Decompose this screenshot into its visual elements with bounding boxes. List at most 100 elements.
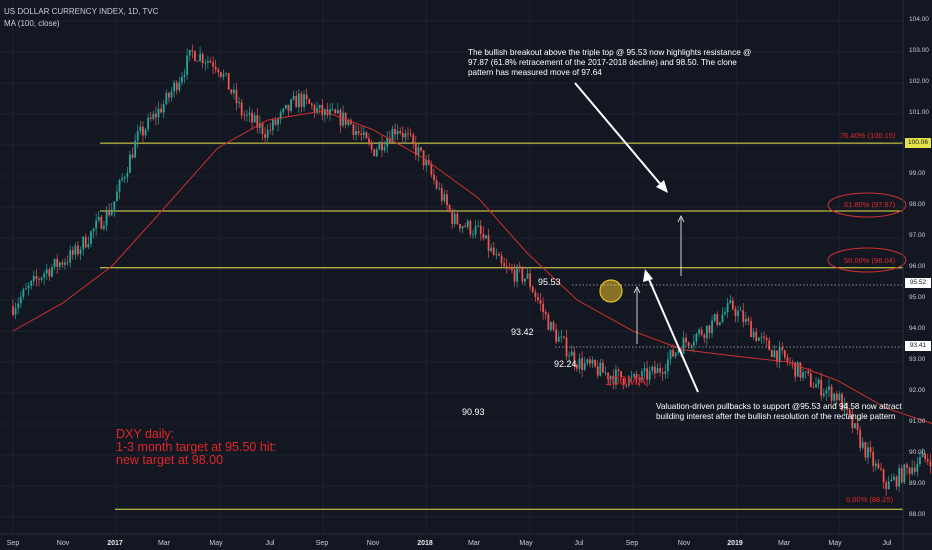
- candle-body: [607, 372, 610, 380]
- candle-body: [248, 112, 251, 115]
- candle-body: [149, 117, 152, 119]
- ma-100-line: [12, 110, 932, 424]
- candle-body: [27, 285, 30, 289]
- candle-body: [108, 209, 111, 216]
- y-tick: 95.00: [909, 294, 926, 301]
- candle-body: [165, 93, 168, 105]
- candle-body: [297, 93, 300, 108]
- candle-body: [113, 201, 116, 210]
- candle-body: [731, 300, 734, 309]
- candle-body: [191, 49, 194, 52]
- x-tick: May: [828, 540, 842, 547]
- candle-body: [84, 236, 87, 248]
- candle-body: [830, 386, 833, 401]
- candle-body: [534, 292, 537, 297]
- candle-body: [508, 266, 511, 269]
- candle-body: [95, 220, 98, 229]
- candle-body: [209, 60, 212, 63]
- candle-body: [825, 390, 828, 394]
- candle-body: [277, 119, 279, 125]
- candle-body: [622, 378, 625, 386]
- candle-body: [929, 461, 932, 467]
- candle-body: [516, 266, 519, 282]
- y-tick: 97.00: [909, 232, 926, 239]
- candle-body: [807, 371, 810, 374]
- candle-body: [391, 128, 394, 143]
- candle-body: [773, 350, 776, 357]
- y-tick: 91.00: [909, 418, 926, 425]
- candle-body: [848, 409, 851, 415]
- y-tick: 93.00: [909, 356, 926, 363]
- candle-body: [261, 123, 264, 135]
- candle-body: [555, 329, 558, 342]
- candle-body: [812, 386, 815, 388]
- candle-body: [804, 371, 807, 373]
- candle-body: [708, 325, 711, 334]
- fib-label-618: 61.80% (97.87): [844, 200, 896, 209]
- x-tick: Jul: [265, 540, 275, 547]
- x-tick: Jul: [882, 540, 892, 547]
- candle-body: [698, 329, 700, 334]
- candle-body: [105, 209, 108, 226]
- y-tick: 104.00: [909, 16, 929, 23]
- candle-body: [331, 109, 334, 111]
- candle-body: [30, 280, 33, 286]
- candle-body: [838, 393, 841, 401]
- candle-body: [401, 133, 404, 138]
- candle-body: [240, 102, 243, 116]
- candle-body: [583, 362, 586, 370]
- candle-body: [783, 350, 786, 358]
- candle-body: [100, 216, 103, 229]
- candle-body: [466, 220, 469, 228]
- candle-body: [726, 303, 729, 313]
- candle-body: [835, 393, 838, 401]
- candle-body: [817, 379, 820, 385]
- candle-body: [560, 336, 563, 338]
- candle-body: [796, 362, 799, 377]
- x-tick: Sep: [6, 540, 20, 547]
- candle-body: [700, 329, 703, 335]
- candle-body: [630, 376, 633, 378]
- candle-body: [79, 249, 82, 255]
- candle-body: [53, 258, 56, 268]
- x-tick: May: [209, 540, 223, 547]
- candle-body: [885, 482, 888, 490]
- candle-body: [638, 378, 641, 380]
- candle-body: [407, 133, 409, 135]
- candle-body: [201, 53, 204, 64]
- candle-body: [872, 451, 875, 467]
- candle-body: [617, 369, 620, 372]
- candle-body: [116, 191, 118, 202]
- candle-body: [292, 95, 295, 100]
- candle-body: [168, 93, 170, 98]
- candle-body: [867, 447, 869, 458]
- candle-body: [576, 364, 578, 369]
- candle-body: [895, 476, 898, 487]
- candle-body: [752, 331, 755, 338]
- candle-body: [581, 358, 584, 370]
- candle-body: [123, 177, 126, 179]
- x-tick: Mar: [467, 540, 481, 547]
- candle-body: [284, 104, 287, 109]
- candle-body: [802, 372, 804, 378]
- candle-body: [308, 99, 311, 104]
- candle-body: [420, 147, 422, 151]
- candle-body: [685, 337, 687, 343]
- candle-body: [290, 99, 292, 111]
- candle-body: [336, 110, 339, 114]
- candle-body: [511, 268, 513, 271]
- candle-body: [35, 276, 38, 280]
- candle-body: [373, 149, 376, 157]
- candle-body: [550, 322, 552, 330]
- candle-body: [329, 109, 331, 116]
- candle-body: [620, 371, 623, 379]
- y-tick: 98.00: [909, 201, 926, 208]
- candle-body: [258, 123, 261, 128]
- candle-body: [295, 95, 298, 108]
- candle-body: [347, 119, 350, 125]
- candle-body: [669, 349, 672, 360]
- candle-body: [175, 82, 178, 91]
- candle-body: [155, 113, 157, 118]
- candle-body: [230, 89, 233, 94]
